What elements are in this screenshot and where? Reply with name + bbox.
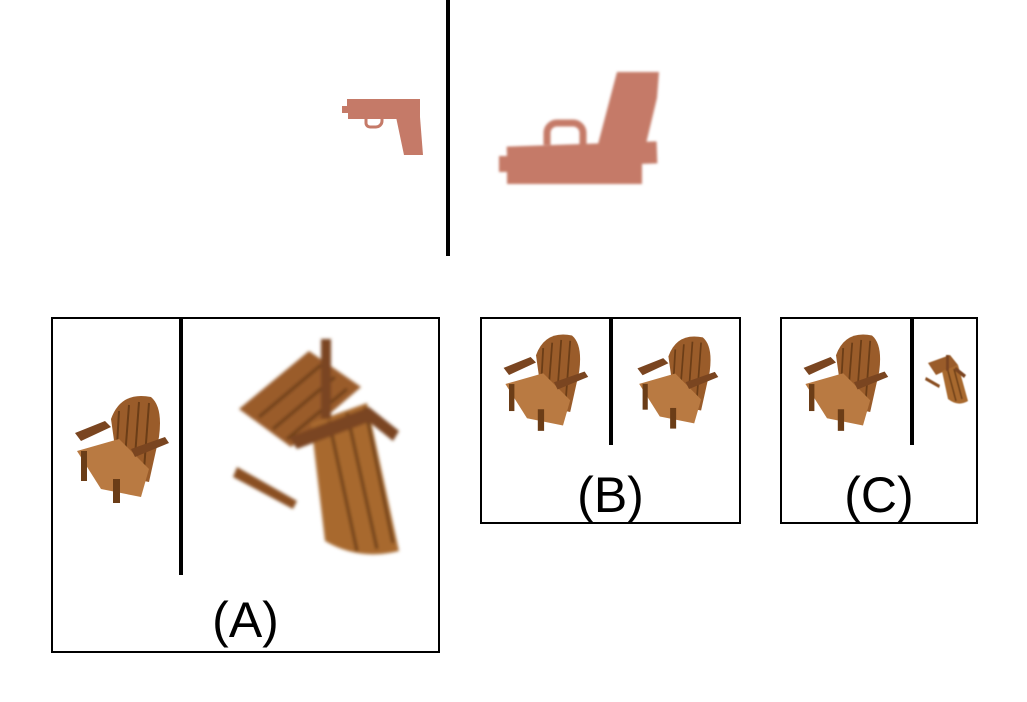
chair-icon <box>233 339 399 555</box>
option-b-label: (B) <box>577 467 644 523</box>
option-c-label: (C) <box>844 467 914 523</box>
option-a-label: (A) <box>212 592 279 648</box>
chair-icon <box>75 395 169 503</box>
option-a-divider <box>179 319 183 575</box>
large-pistol-icon <box>499 72 659 184</box>
chair-icon <box>803 334 889 431</box>
prompt-divider <box>446 0 450 256</box>
small-pistol-icon <box>342 99 423 155</box>
option-b-divider <box>609 319 613 445</box>
option-c-panel[interactable]: (C) <box>780 317 978 524</box>
option-b-panel[interactable]: (B) <box>480 317 741 524</box>
option-c-divider <box>910 319 914 445</box>
chair-icon <box>637 336 719 429</box>
option-a-panel[interactable]: (A) <box>51 317 440 653</box>
chair-icon <box>925 355 968 404</box>
chair-icon <box>503 334 589 431</box>
